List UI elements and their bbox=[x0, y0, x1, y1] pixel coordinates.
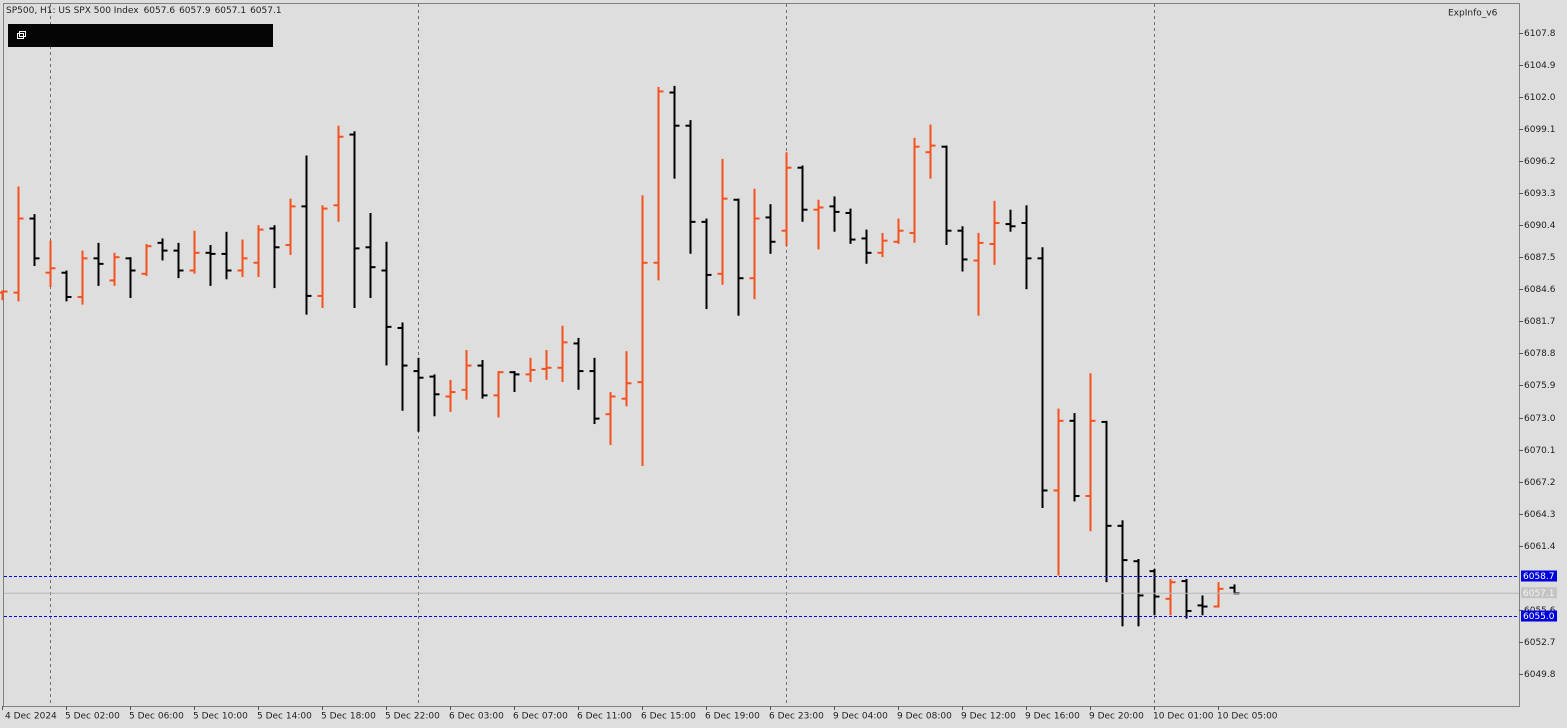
y-tick-label: 6049.8 bbox=[1524, 670, 1556, 680]
y-tick-label: 6093.3 bbox=[1524, 189, 1556, 199]
y-tick-label: 6087.5 bbox=[1524, 253, 1556, 263]
y-tick-label: 6107.8 bbox=[1524, 29, 1556, 39]
x-tick-label: 9 Dec 16:00 bbox=[1025, 712, 1080, 722]
panel-icon bbox=[17, 31, 26, 39]
x-tick-label: 9 Dec 12:00 bbox=[961, 712, 1016, 722]
x-tick-label: 6 Dec 07:00 bbox=[513, 712, 568, 722]
x-tick-label: 5 Dec 02:00 bbox=[65, 712, 120, 722]
y-tick-label: 6099.1 bbox=[1524, 125, 1556, 135]
x-tick-label: 5 Dec 10:00 bbox=[193, 712, 248, 722]
x-tick-label: 10 Dec 05:00 bbox=[1217, 712, 1278, 722]
x-tick-label: 9 Dec 08:00 bbox=[897, 712, 952, 722]
x-tick-label: 6 Dec 19:00 bbox=[705, 712, 760, 722]
symbol: SP500, H1: US SPX 500 Index bbox=[6, 6, 139, 16]
x-tick-label: 5 Dec 06:00 bbox=[129, 712, 184, 722]
last-open: 6057.6 bbox=[144, 6, 176, 16]
x-tick-label: 6 Dec 15:00 bbox=[641, 712, 696, 722]
y-tick-label: 6075.9 bbox=[1524, 381, 1556, 391]
y-tick-label: 6052.7 bbox=[1524, 638, 1556, 648]
bid-label-box bbox=[1521, 587, 1557, 599]
y-tick-label: 6102.0 bbox=[1524, 93, 1556, 103]
price-label-box bbox=[1521, 570, 1557, 582]
price-label: 6058.7 bbox=[1523, 572, 1555, 582]
x-tick-label: 5 Dec 14:00 bbox=[257, 712, 312, 722]
x-tick-label: 5 Dec 18:00 bbox=[321, 712, 376, 722]
last-close: 6057.1 bbox=[250, 6, 282, 16]
x-tick-label: 6 Dec 03:00 bbox=[449, 712, 504, 722]
x-tick-label: 6 Dec 11:00 bbox=[577, 712, 632, 722]
indicator-label: ExpInfo_v6 bbox=[1448, 9, 1498, 19]
y-tick-label: 6061.4 bbox=[1524, 542, 1556, 552]
y-tick-label: 6084.6 bbox=[1524, 285, 1556, 295]
x-tick-label: 10 Dec 01:00 bbox=[1153, 712, 1214, 722]
y-tick-label: 6078.8 bbox=[1524, 349, 1556, 359]
plot-frame bbox=[3, 3, 1520, 707]
y-tick-label: 6067.2 bbox=[1524, 478, 1556, 488]
y-tick-label: 6081.7 bbox=[1524, 317, 1556, 327]
y-tick-label: 6104.9 bbox=[1524, 61, 1556, 71]
y-tick-label: 6090.4 bbox=[1524, 221, 1556, 231]
bid-label: 6057.1 bbox=[1523, 589, 1555, 599]
price-label-box bbox=[1521, 610, 1557, 622]
last-low: 6057.1 bbox=[215, 6, 247, 16]
icon-part bbox=[19, 31, 26, 37]
y-tick-label: 6096.2 bbox=[1524, 157, 1556, 167]
panel[interactable] bbox=[8, 24, 273, 47]
y-tick-label: 6073.0 bbox=[1524, 414, 1556, 424]
y-tick-label: 6064.3 bbox=[1524, 510, 1556, 520]
price-label: 6055.0 bbox=[1523, 612, 1555, 622]
x-tick-label: 4 Dec 2024 bbox=[5, 712, 57, 722]
x-tick-label: 6 Dec 23:00 bbox=[769, 712, 824, 722]
y-tick-label: 6070.1 bbox=[1524, 446, 1556, 456]
x-tick-label: 5 Dec 22:00 bbox=[385, 712, 440, 722]
x-tick-label: 9 Dec 04:00 bbox=[833, 712, 888, 722]
last-high: 6057.9 bbox=[179, 6, 211, 16]
x-tick-label: 9 Dec 20:00 bbox=[1089, 712, 1144, 722]
header: SP500, H1: US SPX 500 Index 6057.6 6057.9 6… bbox=[6, 6, 282, 16]
